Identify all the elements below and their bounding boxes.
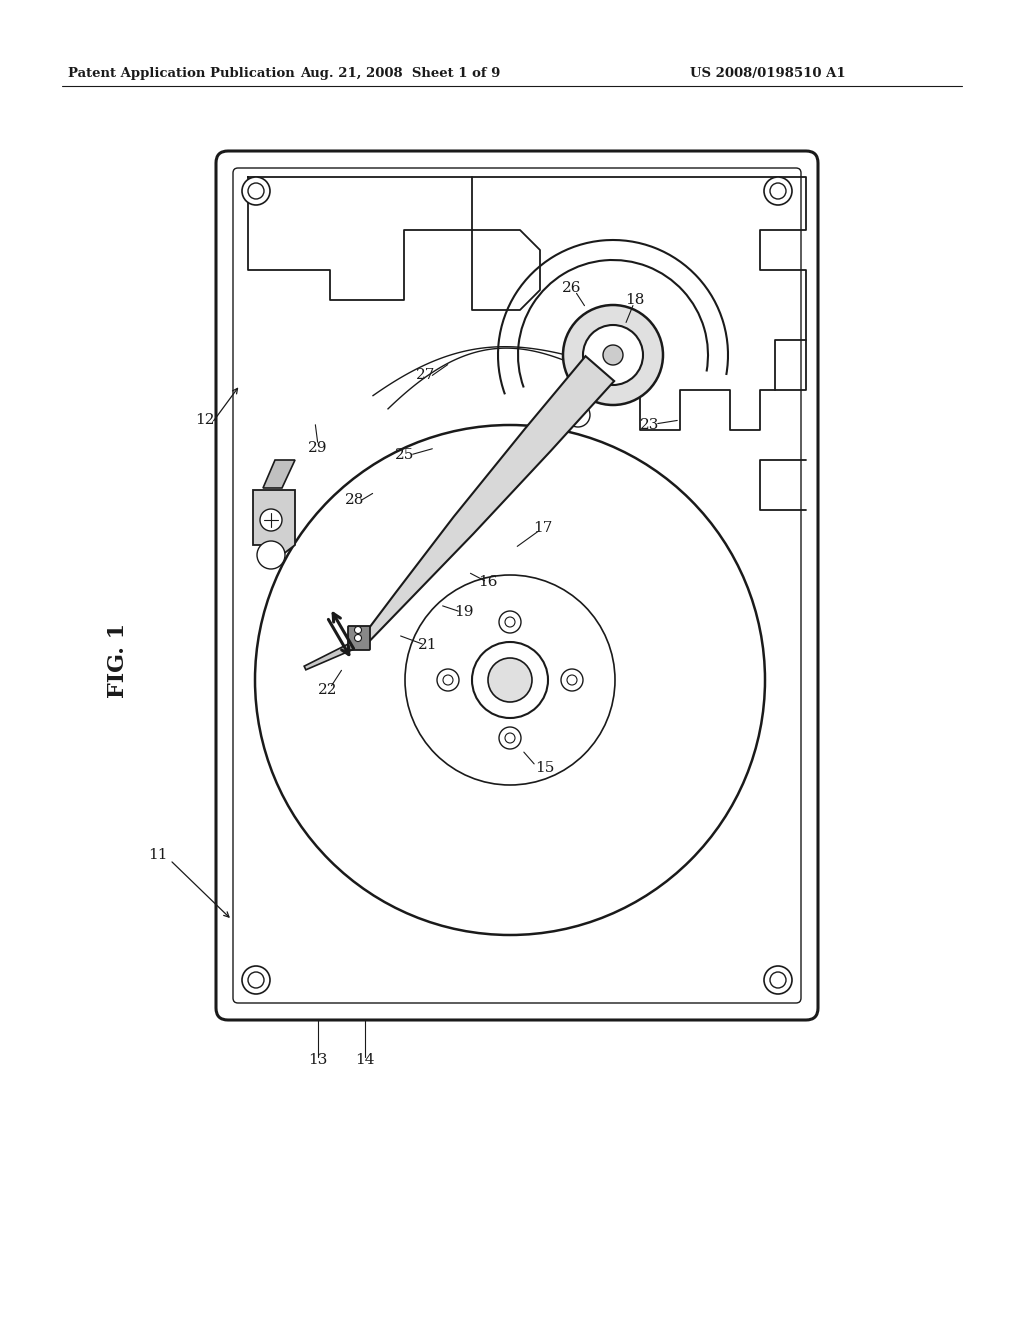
Text: 28: 28 [345,492,365,507]
Circle shape [248,183,264,199]
Circle shape [567,675,577,685]
Polygon shape [263,459,295,488]
Circle shape [603,345,623,366]
Circle shape [437,669,459,690]
Circle shape [406,576,615,785]
Text: 23: 23 [640,418,659,432]
Text: 11: 11 [148,847,168,862]
Circle shape [255,425,765,935]
Text: 12: 12 [196,413,215,426]
FancyBboxPatch shape [348,626,370,649]
Circle shape [242,966,270,994]
Circle shape [563,305,663,405]
Circle shape [242,177,270,205]
Circle shape [505,616,515,627]
Circle shape [260,510,282,531]
Text: Aug. 21, 2008  Sheet 1 of 9: Aug. 21, 2008 Sheet 1 of 9 [300,66,500,79]
Text: 29: 29 [308,441,328,455]
Circle shape [764,177,792,205]
Text: Patent Application Publication: Patent Application Publication [68,66,295,79]
Text: 26: 26 [562,281,582,294]
Circle shape [257,541,285,569]
Text: 27: 27 [417,368,435,381]
Text: US 2008/0198510 A1: US 2008/0198510 A1 [690,66,846,79]
Text: 17: 17 [534,521,553,535]
Text: 15: 15 [535,762,554,775]
Circle shape [354,627,361,634]
FancyBboxPatch shape [216,150,818,1020]
Text: 16: 16 [478,576,498,589]
Circle shape [583,325,643,385]
Text: FIG. 1: FIG. 1 [106,623,129,697]
Text: 21: 21 [418,638,437,652]
Circle shape [770,972,786,987]
Text: 19: 19 [455,605,474,619]
Text: 13: 13 [308,1053,328,1067]
Circle shape [566,403,590,426]
Text: 25: 25 [395,447,415,462]
Polygon shape [304,636,367,669]
Text: 18: 18 [626,293,645,308]
Circle shape [443,675,453,685]
Text: 14: 14 [355,1053,375,1067]
Circle shape [561,669,583,690]
Circle shape [505,733,515,743]
Circle shape [248,972,264,987]
Circle shape [488,657,532,702]
Circle shape [354,635,361,642]
Circle shape [764,966,792,994]
Circle shape [499,611,521,634]
Circle shape [472,642,548,718]
Circle shape [770,183,786,199]
Text: 22: 22 [318,682,338,697]
Polygon shape [361,356,614,643]
Polygon shape [253,490,295,554]
Circle shape [499,727,521,748]
